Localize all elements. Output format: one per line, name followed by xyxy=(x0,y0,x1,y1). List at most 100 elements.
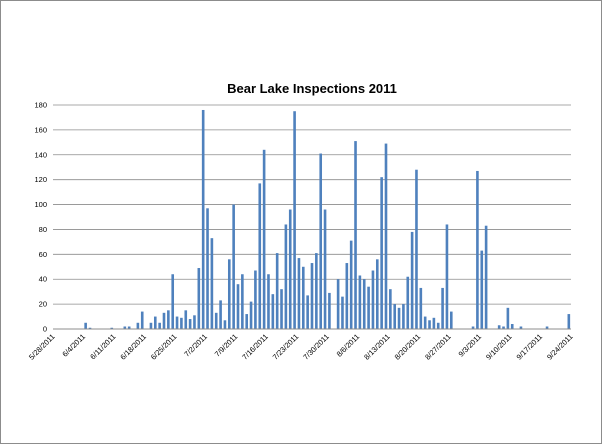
bar xyxy=(441,287,444,329)
bar xyxy=(301,266,305,329)
bar xyxy=(167,310,170,329)
bar xyxy=(445,224,449,329)
bar xyxy=(258,183,262,329)
bar xyxy=(406,276,410,329)
bar xyxy=(201,109,205,329)
bar xyxy=(180,317,183,329)
bar xyxy=(362,279,366,329)
bar xyxy=(380,177,383,329)
bar xyxy=(223,320,227,329)
bar xyxy=(162,312,166,329)
bar xyxy=(310,263,314,329)
bar xyxy=(193,315,196,329)
y-tick-label: 160 xyxy=(34,125,47,134)
bar xyxy=(449,311,453,329)
bar xyxy=(371,270,375,329)
bar xyxy=(88,327,92,329)
y-tick-label: 40 xyxy=(39,275,47,284)
bars xyxy=(84,109,571,329)
bar xyxy=(389,289,392,329)
x-tick-label: 7/23/2011 xyxy=(271,332,301,362)
bar xyxy=(480,250,484,329)
bar xyxy=(284,224,288,329)
bar xyxy=(184,310,188,329)
x-tick-label: 9/17/2011 xyxy=(515,332,545,362)
y-tick-label: 120 xyxy=(34,175,47,184)
bar xyxy=(236,284,240,329)
y-tick-label: 0 xyxy=(43,325,47,334)
bar xyxy=(188,319,192,329)
y-tick-label: 100 xyxy=(34,200,47,209)
bar xyxy=(241,274,244,329)
x-tick-label: 6/11/2011 xyxy=(88,332,117,361)
bar xyxy=(297,258,301,329)
bar xyxy=(293,111,296,329)
bar xyxy=(471,326,475,329)
x-tick-label: 9/10/2011 xyxy=(484,332,514,362)
x-tick-label: 9/24/2011 xyxy=(545,332,575,362)
bar xyxy=(410,231,414,329)
x-tick-label: 5/28/2011 xyxy=(27,332,57,362)
bar xyxy=(367,286,370,329)
y-tick-label: 140 xyxy=(34,150,47,159)
bar xyxy=(153,316,157,329)
bar xyxy=(262,149,266,329)
bar xyxy=(545,326,549,329)
y-tick-label: 80 xyxy=(39,225,47,234)
y-tick-label: 180 xyxy=(34,101,47,110)
bar xyxy=(206,208,209,329)
bar xyxy=(288,209,292,329)
bar xyxy=(502,326,505,329)
x-tick-label: 7/16/2011 xyxy=(240,332,270,362)
bar xyxy=(328,292,331,329)
bar xyxy=(175,316,179,329)
bar xyxy=(306,295,309,329)
x-tick-label: 6/25/2011 xyxy=(149,332,179,362)
x-tick-label: 8/13/2011 xyxy=(362,332,392,362)
bar xyxy=(315,253,318,329)
bar xyxy=(345,263,349,329)
bar xyxy=(402,304,405,329)
bar xyxy=(397,307,401,329)
bar xyxy=(349,240,353,329)
bar xyxy=(127,326,131,329)
bar xyxy=(271,294,275,329)
bar xyxy=(227,259,231,329)
bar xyxy=(476,170,479,329)
y-tick-label: 20 xyxy=(39,300,47,309)
bar xyxy=(519,326,523,329)
bar xyxy=(384,143,388,329)
bar xyxy=(506,307,510,329)
x-tick-label: 7/2/2011 xyxy=(182,332,209,359)
bar xyxy=(214,312,218,329)
bar xyxy=(415,169,418,329)
bar xyxy=(319,153,323,329)
bar xyxy=(136,322,140,329)
bar xyxy=(275,253,279,329)
bar xyxy=(567,314,571,329)
bar xyxy=(336,279,340,329)
x-tick-label: 7/30/2011 xyxy=(301,332,331,362)
bar xyxy=(436,322,440,329)
bar xyxy=(149,322,153,329)
bar xyxy=(171,274,175,329)
x-tick-label: 6/4/2011 xyxy=(60,332,87,359)
x-tick-label: 9/3/2011 xyxy=(457,332,484,359)
bar xyxy=(84,322,87,329)
x-tick-label: 8/27/2011 xyxy=(423,332,453,362)
bar xyxy=(432,317,436,329)
x-tick-label: 8/6/2011 xyxy=(335,332,362,359)
x-tick-label: 8/20/2011 xyxy=(393,332,423,362)
bar xyxy=(267,274,270,329)
bar xyxy=(158,322,161,329)
x-tick-label: 6/18/2011 xyxy=(118,332,148,362)
bar xyxy=(140,311,144,329)
bar xyxy=(123,326,127,329)
bar xyxy=(375,259,379,329)
bar xyxy=(254,270,257,329)
x-axis-ticks: 5/28/2011 6/4/2011 6/11/2011 6/18/2011 6/25/… xyxy=(27,332,575,362)
bar xyxy=(358,275,362,329)
bar xyxy=(497,325,501,329)
